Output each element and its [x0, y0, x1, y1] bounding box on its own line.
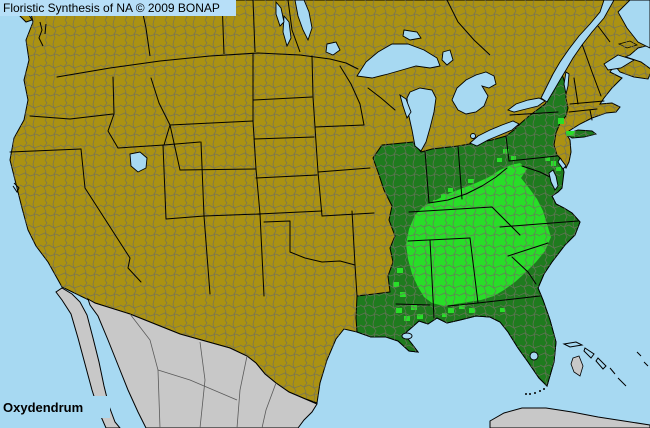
bahamas-islands — [562, 341, 649, 387]
map-title: Floristic Synthesis of NA © 2009 BONAP — [3, 1, 220, 15]
mexico-state-borders — [129, 313, 277, 428]
baja-california — [55, 287, 121, 428]
taxon-box — [0, 396, 110, 418]
great-lakes — [129, 0, 650, 361]
title-box — [0, 0, 236, 16]
cuba — [489, 407, 650, 428]
taxon-label: Oxydendrum — [3, 400, 84, 415]
state-borders — [9, 43, 605, 319]
andros-island — [570, 355, 584, 377]
florida-keys — [525, 388, 545, 395]
puget-sound — [12, 21, 47, 193]
